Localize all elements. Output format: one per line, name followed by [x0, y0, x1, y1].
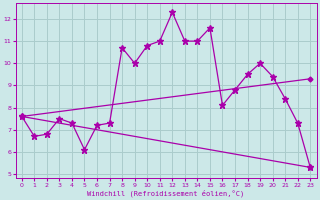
- X-axis label: Windchill (Refroidissement éolien,°C): Windchill (Refroidissement éolien,°C): [87, 189, 245, 197]
